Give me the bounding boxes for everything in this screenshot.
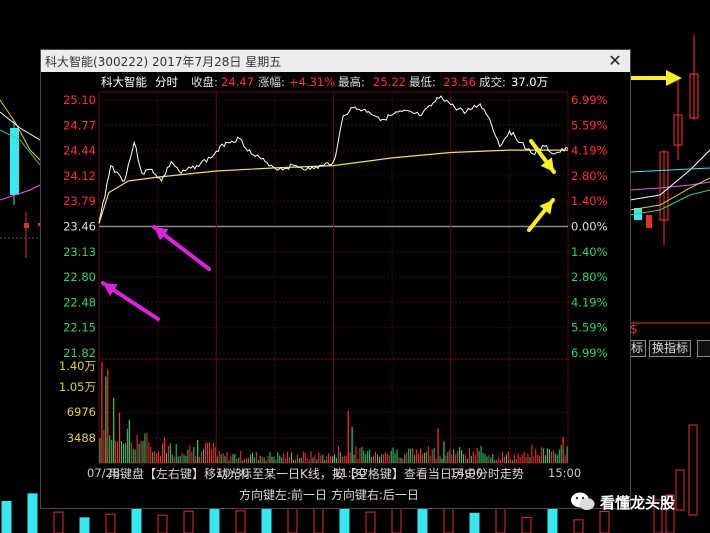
stock-name: 科大智能 (101, 75, 147, 89)
high-label: 最高: (338, 75, 365, 89)
background-volume-bar (157, 514, 168, 533)
indicator-button[interactable]: 标 (628, 340, 647, 357)
price-tick-label: 25.10 (63, 93, 96, 107)
background-volume-bar (521, 516, 532, 533)
time-tick-label: 14:00 (450, 466, 483, 480)
percent-tick-label: 2.80% (571, 270, 608, 284)
background-volume-bar (599, 511, 610, 533)
percent-tick-label: 6.99% (571, 346, 608, 360)
background-volume-bar (79, 517, 90, 533)
background-volume-bar (365, 511, 376, 533)
background-volume-bar (573, 519, 584, 533)
percent-tick-label: 1.40% (571, 245, 608, 259)
background-left-candles (0, 99, 41, 258)
volume-tick-label: 3488 (67, 431, 96, 445)
arrow-head (539, 200, 553, 215)
change-label: 涨幅: (258, 75, 285, 89)
background-volume-bar (339, 504, 350, 533)
price-tick-label: 22.15 (63, 321, 96, 335)
time-tick-label: 07/28 (87, 466, 120, 480)
title-bar[interactable]: 科大智能(300222) 2017年7月28日 星期五 ✕ (41, 50, 630, 72)
close-label: 收盘: (191, 75, 218, 89)
background-volume-bar (105, 513, 116, 533)
background-volume-bar (675, 469, 685, 511)
background-volume-bar (27, 493, 38, 533)
hint-line-1: 用键盘【左右键】移动光标至某一日K线，按【空格键】查看当日历史分时走势 (108, 466, 524, 481)
time-tick-label: 15:00 (548, 466, 581, 480)
percent-tick-label: 1.40% (571, 194, 608, 208)
percent-tick-label: 6.99% (571, 93, 608, 107)
low-label: 最低: (409, 75, 436, 89)
time-tick-label: 11:30 (333, 466, 366, 480)
percent-tick-label: 5.59% (571, 118, 608, 132)
chart-grid (98, 91, 569, 464)
percent-tick-label: 0.00% (571, 220, 608, 234)
price-tick-label: 21.82 (63, 346, 96, 360)
watermark-text: 看懂龙头股 (600, 494, 676, 512)
arrow-head (666, 70, 682, 86)
price-tick-label: 22.80 (63, 270, 96, 284)
switch-indicator-button[interactable]: 换指标 (649, 340, 692, 357)
intraday-chart[interactable]: 科大智能 分时 收盘: 24.47 涨幅: +4.31% 最高: 25.22 最… (41, 72, 630, 508)
dollar-sign: $ (630, 322, 638, 336)
window-title: 科大智能(300222) 2017年7月28日 星期五 (45, 55, 282, 69)
annotation-arrows (101, 139, 556, 321)
price-tick-label: 24.44 (63, 144, 96, 158)
background-volume-bar (53, 511, 64, 533)
volume-bars (99, 362, 568, 463)
percent-tick-label: 4.19% (571, 144, 608, 158)
background-volume-bar (183, 510, 194, 533)
low-value: 23.56 (443, 75, 476, 89)
price-tick-label: 23.46 (63, 220, 96, 234)
volume-tick-label: 1.40万 (59, 359, 96, 373)
chart-mode: 分时 (155, 75, 178, 89)
background-volume-bar (235, 510, 246, 533)
wechat-icon (571, 492, 595, 510)
volume-tick-label: 1.05万 (59, 380, 96, 394)
price-line (98, 95, 569, 224)
intraday-popup-window: 科大智能(300222) 2017年7月28日 星期五 ✕ 科大智能 分时 收盘… (40, 49, 631, 509)
background-volume-bar (653, 499, 663, 533)
extra-button[interactable] (697, 340, 710, 357)
price-tick-label: 24.12 (63, 169, 96, 183)
volume-axis: 1.40万 1.05万 6976 3488 (59, 359, 96, 445)
percent-tick-label: 4.19% (571, 295, 608, 309)
background-volume-bar (665, 494, 675, 533)
hint-line-2: 方向键左:前一日 方向键右:后一日 (239, 487, 419, 502)
high-value: 25.22 (373, 75, 406, 89)
background-volume-bar (469, 512, 480, 533)
percent-axis: 6.99% 5.59% 4.19% 2.80% 1.40% 0.00% 1.40% 2.80%… (571, 93, 608, 360)
background-volume-bar (1, 501, 12, 533)
background-volume-bar (417, 507, 428, 533)
change-value: +4.31% (289, 75, 335, 89)
background-volume-bar (391, 506, 402, 533)
arrow-head (103, 283, 118, 296)
time-axis: 07/28 10:30 11:30 14:00 15:00 (87, 466, 581, 480)
time-tick-label: 10:30 (216, 466, 249, 480)
percent-tick-label: 5.59% (571, 321, 608, 335)
price-tick-label: 24.77 (63, 118, 96, 132)
arrow-head (540, 157, 554, 172)
arrow-head (154, 227, 169, 241)
price-tick-label: 23.13 (63, 245, 96, 259)
volume-label: 成交: (479, 75, 506, 89)
price-tick-label: 22.48 (63, 295, 96, 309)
background-volume-bar (688, 424, 698, 516)
close-button[interactable]: ✕ (608, 51, 622, 70)
percent-tick-label: 2.80% (571, 169, 608, 183)
close-value: 24.47 (221, 75, 254, 89)
volume-tick-label: 6976 (67, 405, 96, 419)
background-right-candles (629, 35, 710, 324)
price-tick-label: 23.79 (63, 194, 96, 208)
price-axis: 25.10 24.77 24.44 24.12 23.79 23.46 23.13 22.80… (63, 93, 96, 360)
volume-value: 37.0万 (511, 75, 548, 89)
